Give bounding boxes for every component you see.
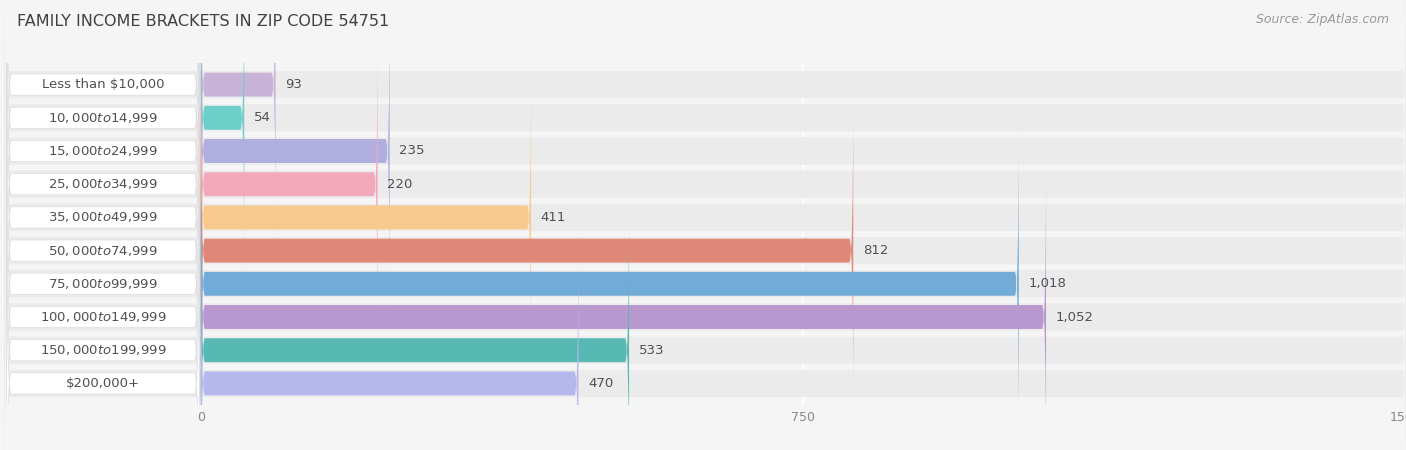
Text: $75,000 to $99,999: $75,000 to $99,999 <box>48 277 157 291</box>
FancyBboxPatch shape <box>201 0 245 272</box>
Text: $25,000 to $34,999: $25,000 to $34,999 <box>48 177 157 191</box>
Text: $15,000 to $24,999: $15,000 to $24,999 <box>48 144 157 158</box>
FancyBboxPatch shape <box>201 97 853 405</box>
FancyBboxPatch shape <box>7 0 200 340</box>
FancyBboxPatch shape <box>201 0 389 305</box>
FancyBboxPatch shape <box>201 63 531 371</box>
Text: 54: 54 <box>254 111 271 124</box>
Text: $10,000 to $14,999: $10,000 to $14,999 <box>48 111 157 125</box>
FancyBboxPatch shape <box>7 162 200 450</box>
Text: $35,000 to $49,999: $35,000 to $49,999 <box>48 211 157 225</box>
Text: 533: 533 <box>638 344 664 357</box>
FancyBboxPatch shape <box>4 264 1406 450</box>
FancyBboxPatch shape <box>7 62 200 439</box>
FancyBboxPatch shape <box>7 195 200 450</box>
FancyBboxPatch shape <box>4 198 1406 436</box>
FancyBboxPatch shape <box>4 165 1406 403</box>
FancyBboxPatch shape <box>7 0 200 273</box>
FancyBboxPatch shape <box>4 131 1406 370</box>
FancyBboxPatch shape <box>4 32 1406 270</box>
Text: Less than $10,000: Less than $10,000 <box>42 78 165 91</box>
Text: 812: 812 <box>863 244 889 257</box>
FancyBboxPatch shape <box>201 163 1046 450</box>
Text: 1,052: 1,052 <box>1056 310 1094 324</box>
Text: Source: ZipAtlas.com: Source: ZipAtlas.com <box>1256 14 1389 27</box>
Text: $50,000 to $74,999: $50,000 to $74,999 <box>48 243 157 257</box>
FancyBboxPatch shape <box>4 0 1406 204</box>
Text: $200,000+: $200,000+ <box>66 377 139 390</box>
FancyBboxPatch shape <box>201 130 1019 438</box>
Text: 1,018: 1,018 <box>1028 277 1066 290</box>
Text: 93: 93 <box>285 78 302 91</box>
FancyBboxPatch shape <box>7 0 200 306</box>
FancyBboxPatch shape <box>4 98 1406 337</box>
FancyBboxPatch shape <box>201 0 276 238</box>
FancyBboxPatch shape <box>201 30 378 338</box>
Text: 235: 235 <box>399 144 425 158</box>
FancyBboxPatch shape <box>4 65 1406 303</box>
FancyBboxPatch shape <box>4 231 1406 450</box>
Text: 220: 220 <box>387 178 412 191</box>
FancyBboxPatch shape <box>7 29 200 406</box>
FancyBboxPatch shape <box>7 95 200 450</box>
Text: FAMILY INCOME BRACKETS IN ZIP CODE 54751: FAMILY INCOME BRACKETS IN ZIP CODE 54751 <box>17 14 389 28</box>
FancyBboxPatch shape <box>201 230 578 450</box>
Text: 411: 411 <box>541 211 567 224</box>
Text: $100,000 to $149,999: $100,000 to $149,999 <box>39 310 166 324</box>
FancyBboxPatch shape <box>7 128 200 450</box>
FancyBboxPatch shape <box>201 196 628 450</box>
FancyBboxPatch shape <box>7 0 200 373</box>
Text: $150,000 to $199,999: $150,000 to $199,999 <box>39 343 166 357</box>
FancyBboxPatch shape <box>4 0 1406 237</box>
Text: 470: 470 <box>588 377 613 390</box>
